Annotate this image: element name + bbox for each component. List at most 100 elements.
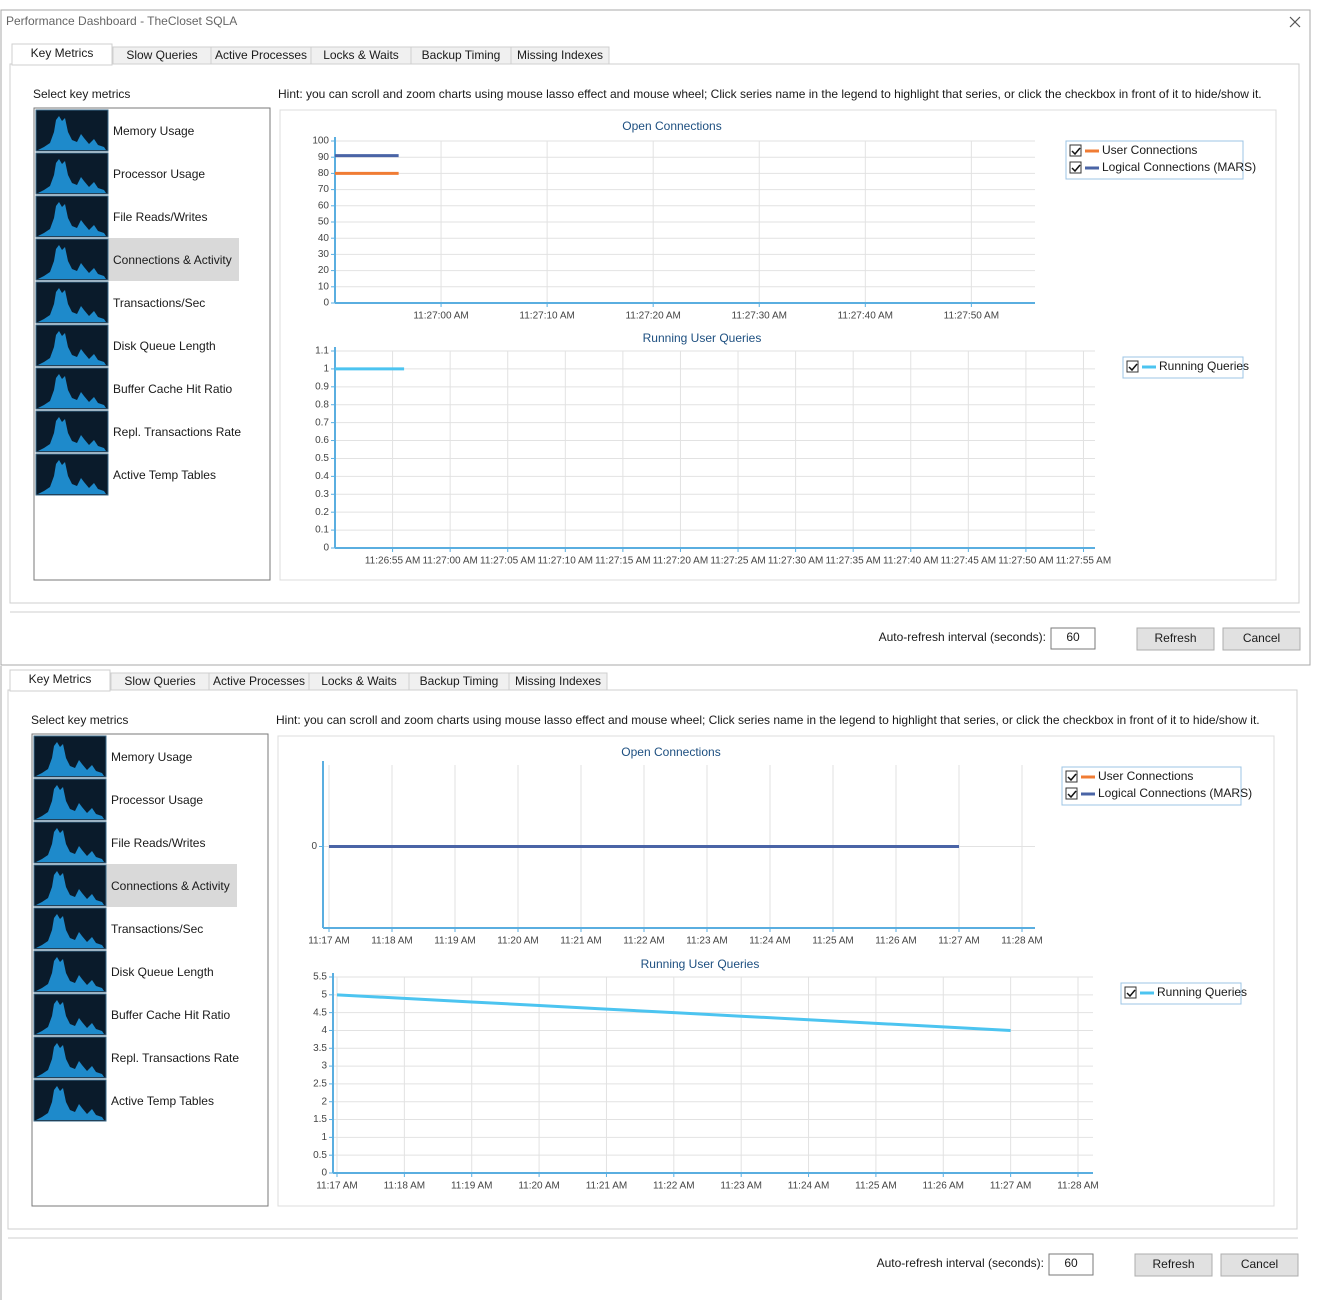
metric-label[interactable]: Transactions/Sec <box>113 296 205 310</box>
button[interactable]: Refresh <box>1134 1253 1213 1277</box>
tab-label[interactable]: Locks & Waits <box>321 674 397 688</box>
tab-label[interactable]: Key Metrics <box>29 672 92 686</box>
tab-label[interactable]: Slow Queries <box>124 674 195 688</box>
tab-label[interactable]: Missing Indexes <box>517 48 603 62</box>
metric-item[interactable]: Active Temp Tables <box>33 1079 214 1122</box>
tab-label[interactable]: Slow Queries <box>126 48 197 62</box>
metric-item[interactable]: Buffer Cache Hit Ratio <box>35 367 232 410</box>
metric-label[interactable]: Memory Usage <box>113 124 195 138</box>
tab-shape[interactable] <box>9 669 111 692</box>
button-label[interactable]: Cancel <box>1241 1257 1278 1271</box>
tab[interactable]: Slow Queries <box>112 46 212 65</box>
metric-item[interactable]: Repl. Transactions Rate <box>35 410 241 453</box>
input-value[interactable]: 60 <box>1066 630 1080 644</box>
button[interactable]: Cancel <box>1220 1253 1299 1277</box>
metric-label[interactable]: Repl. Transactions Rate <box>111 1051 239 1065</box>
button-shape[interactable] <box>1134 1253 1213 1277</box>
button-shape[interactable] <box>1222 627 1301 651</box>
metric-label[interactable]: Active Temp Tables <box>113 468 216 482</box>
legend-label[interactable]: Running Queries <box>1159 359 1249 373</box>
tab[interactable]: Missing Indexes <box>510 46 610 65</box>
metric-item[interactable]: Active Temp Tables <box>35 453 216 496</box>
metric-label[interactable]: File Reads/Writes <box>113 210 207 224</box>
tab-label[interactable]: Backup Timing <box>422 48 501 62</box>
metric-label[interactable]: Buffer Cache Hit Ratio <box>113 382 232 396</box>
tab-shape[interactable] <box>11 43 113 66</box>
metric-label[interactable]: Connections & Activity <box>111 879 230 893</box>
tab[interactable]: Active Processes <box>210 46 312 65</box>
metric-label[interactable]: Processor Usage <box>111 793 203 807</box>
tab[interactable]: Backup Timing <box>410 46 512 65</box>
legend-item[interactable]: Running Queries <box>1124 985 1247 999</box>
button-shape[interactable] <box>1220 1253 1299 1277</box>
legend-label[interactable]: Logical Connections (MARS) <box>1102 160 1256 174</box>
input-value[interactable]: 60 <box>1064 1256 1078 1270</box>
input-box[interactable] <box>1050 627 1096 650</box>
legend-item[interactable]: Logical Connections (MARS) <box>1069 160 1256 174</box>
legend-checkbox[interactable] <box>1065 787 1078 800</box>
legend-label[interactable]: User Connections <box>1102 143 1197 157</box>
refresh-input[interactable]: 60 <box>1048 1253 1094 1276</box>
button[interactable]: Refresh <box>1136 627 1215 651</box>
metric-label[interactable]: Memory Usage <box>111 750 193 764</box>
legend-checkbox[interactable] <box>1124 986 1137 999</box>
tab-label[interactable]: Active Processes <box>215 48 307 62</box>
legend-label[interactable]: User Connections <box>1098 769 1193 783</box>
metric-label[interactable]: Connections & Activity <box>113 253 232 267</box>
close-button[interactable] <box>1289 16 1301 28</box>
tab[interactable]: Active Processes <box>208 672 310 691</box>
metric-label[interactable]: Buffer Cache Hit Ratio <box>111 1008 230 1022</box>
legend-item[interactable]: User Connections <box>1065 769 1193 783</box>
metric-item[interactable]: Connections & Activity <box>33 864 237 907</box>
metric-item[interactable]: Transactions/Sec <box>33 907 203 950</box>
metric-label[interactable]: Transactions/Sec <box>111 922 203 936</box>
metric-item[interactable]: Disk Queue Length <box>33 950 214 993</box>
metric-item[interactable]: Processor Usage <box>35 152 205 195</box>
legend-checkbox[interactable] <box>1065 770 1078 783</box>
metric-item[interactable]: Transactions/Sec <box>35 281 205 324</box>
metric-item[interactable]: Processor Usage <box>33 778 203 821</box>
button[interactable]: Cancel <box>1222 627 1301 651</box>
metric-item[interactable]: Buffer Cache Hit Ratio <box>33 993 230 1036</box>
tab[interactable]: Key Metrics <box>11 43 113 66</box>
metric-label[interactable]: File Reads/Writes <box>111 836 205 850</box>
tab[interactable]: Backup Timing <box>408 672 510 691</box>
metric-label[interactable]: Active Temp Tables <box>111 1094 214 1108</box>
tab[interactable]: Locks & Waits <box>310 46 412 65</box>
tab-label[interactable]: Backup Timing <box>420 674 499 688</box>
metric-label[interactable]: Processor Usage <box>113 167 205 181</box>
legend-item[interactable]: User Connections <box>1069 143 1197 157</box>
metric-item[interactable]: Memory Usage <box>33 735 193 778</box>
tab-label[interactable]: Locks & Waits <box>323 48 399 62</box>
legend-item[interactable]: Logical Connections (MARS) <box>1065 786 1252 800</box>
legend-item[interactable]: Running Queries <box>1126 359 1249 373</box>
metric-label[interactable]: Repl. Transactions Rate <box>113 425 241 439</box>
tab-shape[interactable] <box>508 672 608 691</box>
metric-item[interactable]: Repl. Transactions Rate <box>33 1036 239 1079</box>
metric-item[interactable]: Connections & Activity <box>35 238 239 281</box>
tab-label[interactable]: Missing Indexes <box>515 674 601 688</box>
button-label[interactable]: Refresh <box>1152 1257 1194 1271</box>
metric-item[interactable]: File Reads/Writes <box>33 821 205 864</box>
refresh-input[interactable]: 60 <box>1050 627 1096 650</box>
tab[interactable]: Key Metrics <box>9 669 111 692</box>
tab-shape[interactable] <box>510 46 610 65</box>
tab[interactable]: Locks & Waits <box>308 672 410 691</box>
metric-item[interactable]: Disk Queue Length <box>35 324 216 367</box>
button-shape[interactable] <box>1136 627 1215 651</box>
button-label[interactable]: Refresh <box>1154 631 1196 645</box>
tab-label[interactable]: Active Processes <box>213 674 305 688</box>
legend-label[interactable]: Logical Connections (MARS) <box>1098 786 1252 800</box>
button-label[interactable]: Cancel <box>1243 631 1280 645</box>
legend-checkbox[interactable] <box>1069 144 1082 157</box>
tab[interactable]: Slow Queries <box>110 672 210 691</box>
metric-label[interactable]: Disk Queue Length <box>113 339 216 353</box>
legend-checkbox[interactable] <box>1126 360 1139 373</box>
tab-label[interactable]: Key Metrics <box>31 46 94 60</box>
legend-checkbox[interactable] <box>1069 161 1082 174</box>
metric-item[interactable]: Memory Usage <box>35 109 195 152</box>
input-box[interactable] <box>1048 1253 1094 1276</box>
tab[interactable]: Missing Indexes <box>508 672 608 691</box>
metric-label[interactable]: Disk Queue Length <box>111 965 214 979</box>
metric-item[interactable]: File Reads/Writes <box>35 195 207 238</box>
